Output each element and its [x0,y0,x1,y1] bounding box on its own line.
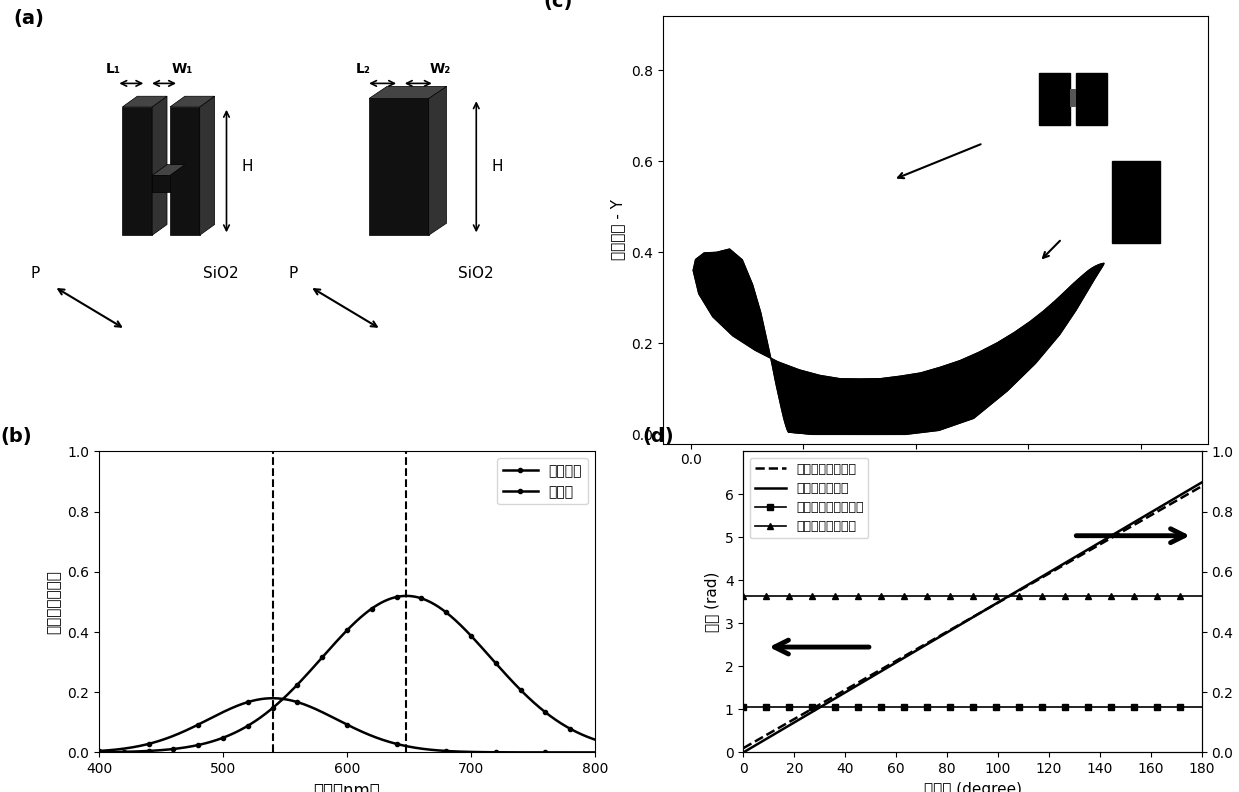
Text: H: H [491,159,503,174]
纳米棒 [116,747,131,756]
Polygon shape [123,107,152,235]
Text: SiO2: SiO2 [458,266,494,281]
Text: L₁: L₁ [107,62,121,76]
Text: SiO2: SiO2 [203,266,238,281]
Line: 纳米棒: 纳米棒 [97,594,597,754]
偶联极子 [116,744,131,753]
相位（纳米棒） [737,747,752,756]
偶联极子 [482,748,497,757]
偶联极子 [265,694,280,703]
Polygon shape [170,107,199,235]
相位（偶联极子） [1194,482,1209,491]
透射率（纳米棒） [737,591,752,600]
Polygon shape [369,86,446,98]
Bar [1113,162,1160,243]
Y-axis label: 相位 (rad): 相位 (rad) [704,572,720,632]
相位（纳米棒） [1009,587,1023,596]
透射率（偶联极子） [1194,703,1209,712]
偶联极子 [320,710,335,719]
Polygon shape [152,165,185,175]
透射率（偶联极子） [1151,703,1166,712]
Text: W₁: W₁ [171,62,192,76]
透射率（纳米棒） [736,591,751,600]
相位（偶联极子） [1151,506,1166,516]
相位（纳米棒） [736,748,751,757]
Bar [1070,89,1075,107]
Text: (c): (c) [543,0,572,11]
透射率（纳米棒） [1194,591,1209,600]
透射率（纳米棒） [1123,591,1137,600]
Line: 偶联极子: 偶联极子 [97,696,597,755]
Text: P: P [289,266,299,281]
X-axis label: 色度坐标 - X: 色度坐标 - X [902,473,969,491]
Polygon shape [369,98,429,235]
纳米棒 [399,591,414,600]
偶联极子 [92,746,107,756]
纳米棒 [332,633,347,642]
透射率（偶联极子） [736,703,751,712]
Bar [1075,73,1106,125]
Line: 相位（纳米棒）: 相位（纳米棒） [743,482,1202,752]
透射率（偶联极子） [1007,703,1022,712]
纳米棒 [482,652,497,661]
相位（纳米棒） [1151,503,1166,512]
Polygon shape [152,175,170,192]
Text: W₂: W₂ [430,62,451,76]
纳米棒 [572,729,587,739]
透射率（纳米棒） [1007,591,1022,600]
相位（偶联极子） [736,744,751,753]
Y-axis label: 色度坐标 - Y: 色度坐标 - Y [611,199,626,261]
相位（偶联极子） [737,742,752,752]
Text: (d): (d) [643,428,674,447]
Legend: 偶联极子, 纳米棒: 偶联极子, 纳米棒 [497,459,587,505]
纳米棒 [320,647,335,657]
透射率（偶联极子） [1123,703,1137,712]
Polygon shape [123,97,167,107]
Text: (b): (b) [0,428,32,447]
纳米棒 [92,748,107,757]
Polygon shape [693,249,1104,435]
X-axis label: 波长（nm）: 波长（nm） [313,782,380,792]
偶联极子 [572,748,587,757]
Text: L₂: L₂ [356,62,370,76]
透射率（纳米棒） [1016,591,1031,600]
相位（偶联极子） [1009,588,1023,597]
Polygon shape [152,97,167,235]
Polygon shape [429,86,446,235]
相位（偶联极子） [1007,588,1022,598]
透射率（纳米棒） [1151,591,1166,600]
Line: 透射率（纳米棒）: 透射率（纳米棒） [740,592,1206,600]
Line: 透射率（偶联极子）: 透射率（偶联极子） [741,704,1204,710]
Polygon shape [170,97,214,107]
相位（纳米棒） [1016,582,1031,592]
Text: P: P [30,266,40,281]
透射率（偶联极子） [1009,703,1023,712]
偶联极子 [333,717,348,726]
透射率（纳米棒） [1009,591,1023,600]
Text: (a): (a) [14,9,45,28]
透射率（偶联极子） [1016,703,1031,712]
偶联极子 [574,748,589,757]
相位（纳米棒） [1007,588,1022,597]
Polygon shape [199,97,214,235]
相位（纳米棒） [1123,520,1137,530]
相位（纳米棒） [1194,478,1209,487]
X-axis label: 方向角 (degree): 方向角 (degree) [923,782,1022,792]
Text: H: H [242,159,253,174]
Y-axis label: 正交偏振透射率: 正交偏振透射率 [47,570,62,634]
相位（偶联极子） [1016,583,1031,592]
Bar [1040,73,1070,125]
Line: 相位（偶联极子）: 相位（偶联极子） [743,486,1202,748]
纳米棒 [587,735,602,744]
透射率（偶联极子） [737,703,752,712]
相位（偶联极子） [1123,523,1137,532]
偶联极子 [587,748,602,757]
纳米棒 [574,729,589,739]
Legend: 相位（偶联极子）, 相位（纳米棒）, 透射率（偶联极子）, 透射率（纳米棒）: 相位（偶联极子）, 相位（纳米棒）, 透射率（偶联极子）, 透射率（纳米棒） [750,458,869,539]
